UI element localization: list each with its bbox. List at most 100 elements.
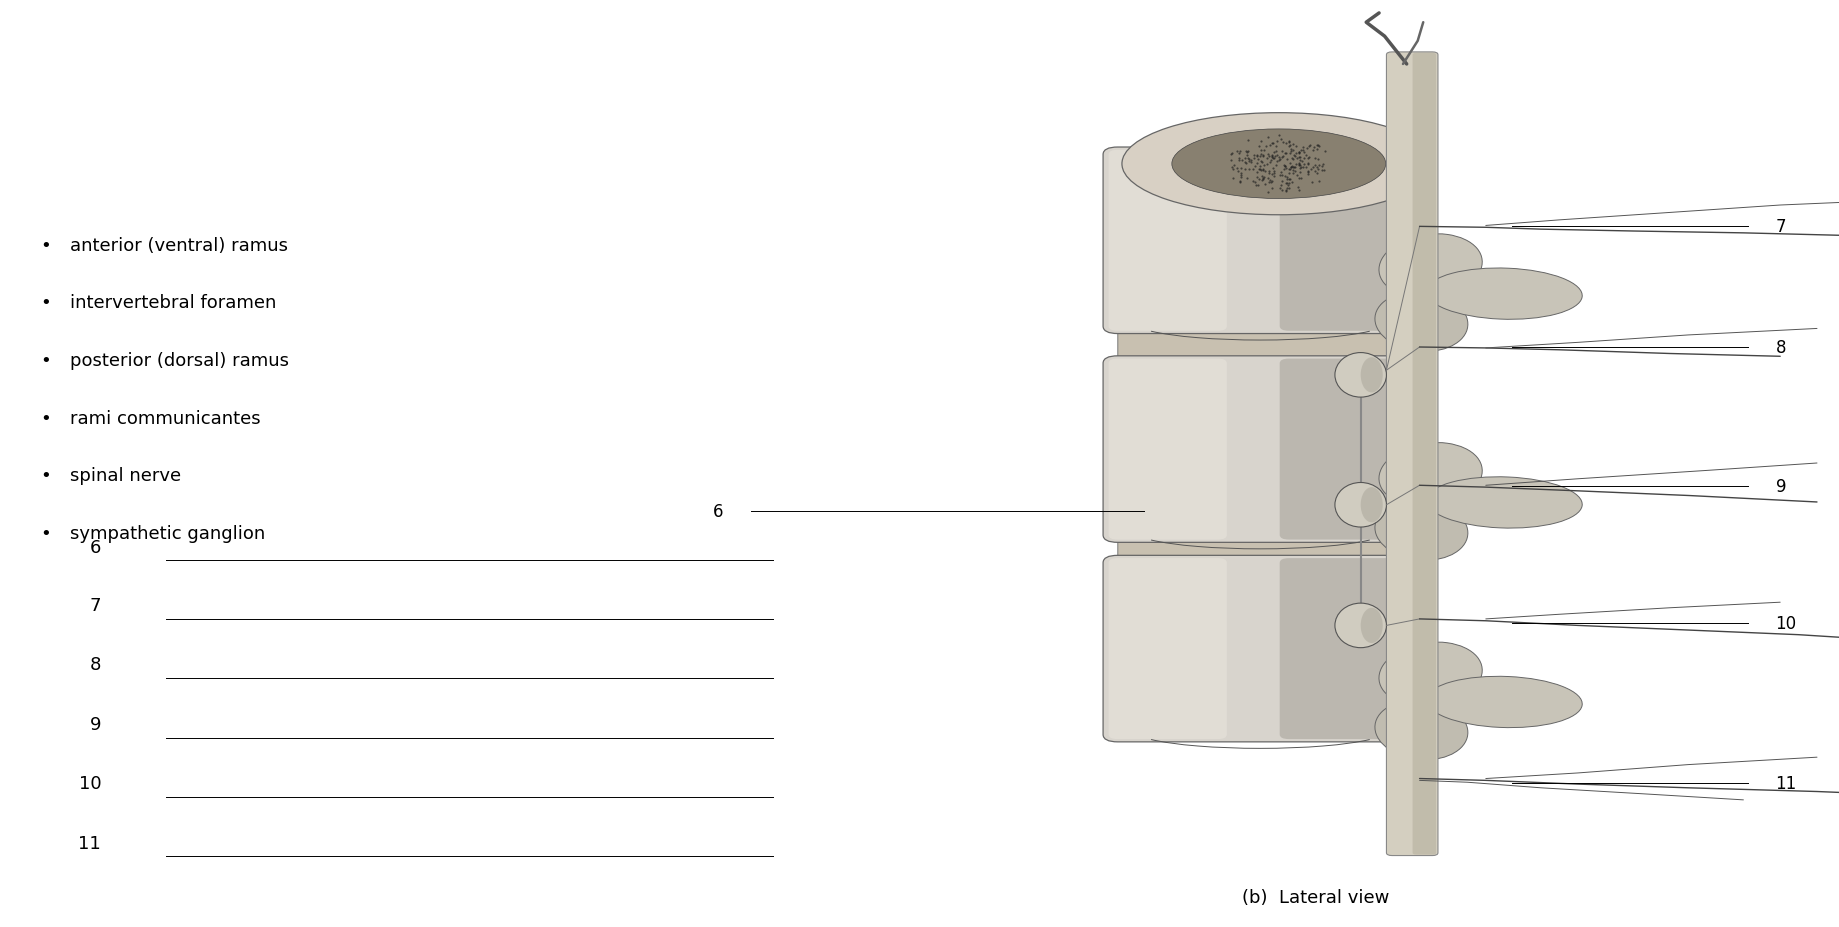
Text: 9: 9	[90, 715, 101, 733]
Point	[1217, 163, 1247, 178]
Point	[1267, 144, 1296, 159]
FancyBboxPatch shape	[1412, 54, 1436, 855]
Point	[1232, 148, 1262, 163]
FancyBboxPatch shape	[1103, 555, 1418, 742]
Point	[1239, 151, 1269, 166]
Point	[1271, 153, 1300, 168]
Point	[1309, 145, 1339, 159]
Point	[1247, 162, 1276, 177]
Point	[1273, 182, 1302, 197]
Point	[1308, 164, 1337, 179]
Point	[1269, 159, 1298, 174]
Point	[1274, 172, 1304, 187]
Point	[1271, 146, 1300, 161]
Point	[1245, 149, 1274, 164]
Point	[1271, 146, 1300, 161]
Point	[1287, 140, 1317, 155]
Point	[1265, 133, 1295, 147]
Point	[1274, 139, 1304, 154]
Point	[1234, 155, 1263, 170]
Point	[1254, 156, 1284, 171]
Point	[1278, 164, 1308, 179]
Text: 6: 6	[712, 502, 723, 521]
Point	[1230, 151, 1260, 166]
Text: anterior (ventral) ramus: anterior (ventral) ramus	[70, 236, 287, 255]
Point	[1293, 156, 1322, 171]
Point	[1256, 153, 1285, 168]
FancyBboxPatch shape	[1280, 558, 1412, 740]
Point	[1249, 150, 1278, 165]
Point	[1263, 128, 1293, 143]
Point	[1265, 169, 1295, 184]
Point	[1249, 172, 1278, 187]
Point	[1249, 159, 1278, 173]
Point	[1252, 171, 1282, 185]
Point	[1282, 168, 1311, 183]
Ellipse shape	[1377, 443, 1482, 507]
FancyBboxPatch shape	[1118, 317, 1403, 373]
Point	[1291, 160, 1320, 175]
Point	[1247, 169, 1276, 184]
Point	[1271, 176, 1300, 191]
Point	[1219, 159, 1249, 173]
Text: intervertebral foramen: intervertebral foramen	[70, 294, 276, 312]
Point	[1256, 168, 1285, 183]
Point	[1256, 151, 1285, 166]
Point	[1298, 144, 1328, 159]
Point	[1232, 171, 1262, 186]
Text: spinal nerve: spinal nerve	[70, 466, 180, 485]
Point	[1227, 161, 1256, 176]
Point	[1282, 146, 1311, 161]
Point	[1269, 170, 1298, 184]
Point	[1271, 171, 1300, 186]
Point	[1267, 136, 1296, 151]
Point	[1238, 174, 1267, 189]
Point	[1302, 162, 1331, 177]
Point	[1245, 159, 1274, 174]
Point	[1300, 159, 1330, 173]
Point	[1273, 177, 1302, 192]
Point	[1247, 156, 1276, 171]
Point	[1302, 138, 1331, 153]
Point	[1239, 176, 1269, 191]
Text: (b)  Lateral view: (b) Lateral view	[1241, 888, 1388, 907]
Ellipse shape	[1335, 603, 1387, 648]
Point	[1298, 160, 1328, 175]
Point	[1260, 149, 1289, 164]
Ellipse shape	[1122, 114, 1434, 216]
Text: •: •	[40, 409, 51, 427]
Ellipse shape	[1377, 642, 1482, 706]
Point	[1267, 174, 1296, 189]
Point	[1249, 144, 1278, 159]
Point	[1252, 147, 1282, 162]
FancyBboxPatch shape	[1103, 357, 1418, 542]
Ellipse shape	[1425, 477, 1582, 528]
Point	[1285, 160, 1315, 175]
Point	[1308, 158, 1337, 172]
Point	[1302, 153, 1331, 168]
Point	[1247, 163, 1276, 178]
FancyBboxPatch shape	[1107, 558, 1227, 740]
Point	[1239, 148, 1269, 163]
Point	[1278, 148, 1308, 163]
Point	[1302, 167, 1331, 182]
Point	[1278, 153, 1308, 168]
Point	[1274, 166, 1304, 181]
Point	[1262, 154, 1291, 169]
Point	[1284, 157, 1313, 171]
Point	[1247, 154, 1276, 169]
Point	[1263, 153, 1293, 168]
Point	[1243, 162, 1273, 177]
Point	[1265, 166, 1295, 181]
Point	[1249, 171, 1278, 185]
Text: •: •	[40, 524, 51, 542]
Point	[1227, 153, 1256, 168]
Point	[1251, 165, 1280, 180]
Point	[1276, 143, 1306, 158]
Point	[1282, 180, 1311, 195]
Point	[1243, 179, 1273, 194]
Point	[1285, 171, 1315, 186]
Point	[1278, 144, 1308, 159]
Point	[1262, 159, 1291, 173]
Ellipse shape	[1171, 130, 1385, 199]
